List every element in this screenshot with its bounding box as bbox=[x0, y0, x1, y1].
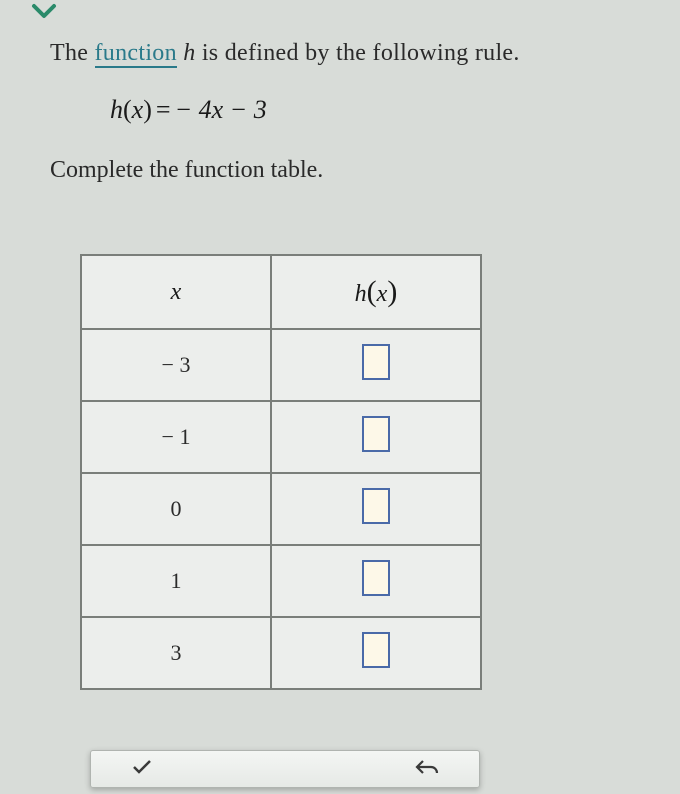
cell-x: 3 bbox=[81, 617, 271, 689]
answer-input[interactable] bbox=[362, 560, 390, 596]
function-table: x h(x) − 3 − 1 0 1 bbox=[80, 254, 482, 690]
table-row: − 1 bbox=[81, 401, 481, 473]
bottom-toolbar bbox=[90, 750, 480, 788]
intro-suffix: is defined by the following rule. bbox=[196, 40, 520, 66]
answer-input[interactable] bbox=[362, 632, 390, 668]
cell-x: − 1 bbox=[81, 401, 271, 473]
header-hx-func: h bbox=[355, 281, 367, 307]
cell-hx bbox=[271, 617, 481, 689]
formula-rhs: − 4x − 3 bbox=[175, 95, 267, 124]
header-hx-arg: x bbox=[377, 281, 388, 307]
cell-x: − 3 bbox=[81, 329, 271, 401]
header-x: x bbox=[81, 255, 271, 329]
answer-input[interactable] bbox=[362, 344, 390, 380]
formula-func: h bbox=[110, 95, 123, 124]
cell-hx bbox=[271, 401, 481, 473]
table-row: − 3 bbox=[81, 329, 481, 401]
cell-hx bbox=[271, 329, 481, 401]
table-row: 3 bbox=[81, 617, 481, 689]
formula-arg: x bbox=[132, 95, 144, 124]
cell-hx bbox=[271, 545, 481, 617]
cell-hx bbox=[271, 473, 481, 545]
check-icon[interactable] bbox=[131, 758, 153, 781]
undo-icon[interactable] bbox=[415, 758, 439, 781]
function-link[interactable]: function bbox=[95, 40, 177, 68]
header-hx: h(x) bbox=[271, 255, 481, 329]
question-content: The function h is defined by the followi… bbox=[0, 0, 680, 690]
formula: h(x)=− 4x − 3 bbox=[110, 95, 650, 125]
intro-text: The function h is defined by the followi… bbox=[50, 40, 650, 67]
intro-var: h bbox=[183, 40, 195, 66]
intro-prefix: The bbox=[50, 40, 95, 66]
cell-x: 1 bbox=[81, 545, 271, 617]
formula-eq: = bbox=[152, 95, 175, 124]
table-row: 0 bbox=[81, 473, 481, 545]
table-header-row: x h(x) bbox=[81, 255, 481, 329]
chevron-down-icon[interactable] bbox=[30, 2, 58, 29]
answer-input[interactable] bbox=[362, 488, 390, 524]
table-row: 1 bbox=[81, 545, 481, 617]
instruction-text: Complete the function table. bbox=[50, 157, 650, 184]
answer-input[interactable] bbox=[362, 416, 390, 452]
cell-x: 0 bbox=[81, 473, 271, 545]
